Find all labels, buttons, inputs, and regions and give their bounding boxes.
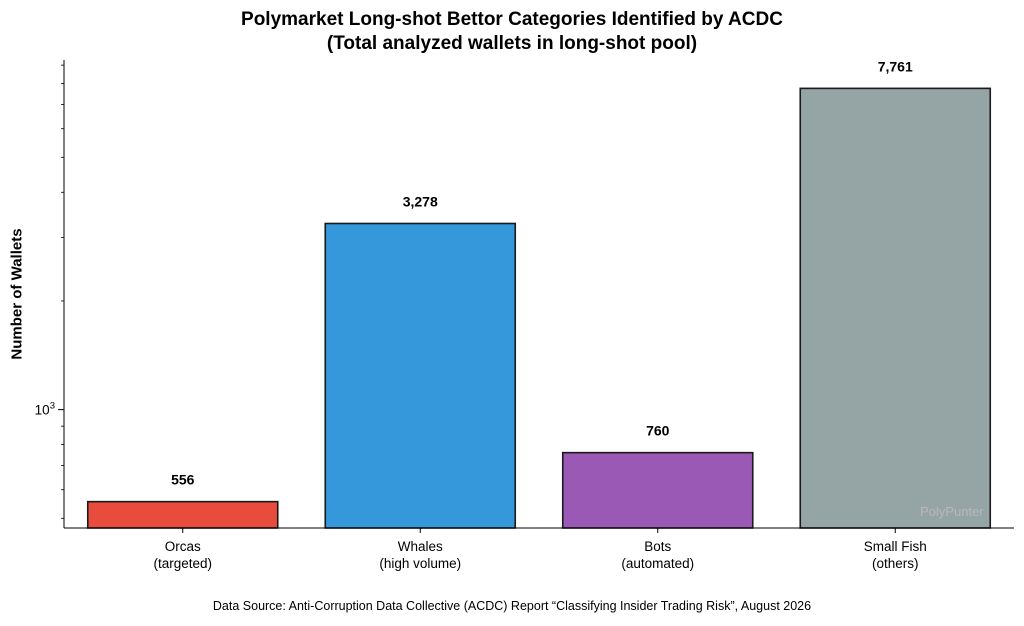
x-tick-sublabel-0: (targeted): [153, 556, 212, 571]
bar-2: [561, 451, 754, 529]
chart-subtitle: (Total analyzed wallets in long-shot poo…: [326, 33, 698, 54]
watermark: PolyPunter: [920, 504, 984, 519]
x-tick-sublabel-3: (others): [872, 556, 919, 571]
bar-1: [324, 222, 517, 529]
value-label-2: 760: [646, 423, 670, 439]
value-label-1: 3,278: [403, 193, 438, 209]
value-label-3: 7,761: [878, 58, 913, 74]
x-tick-label-2: Bots: [644, 539, 671, 554]
bar-3: [799, 87, 992, 529]
bar-0: [86, 500, 279, 529]
x-tick-label-3: Small Fish: [864, 539, 927, 554]
data-source-note: Data Source: Anti-Corruption Data Collec…: [212, 599, 812, 613]
x-tick-label-1: Whales: [398, 539, 443, 554]
value-label-0: 556: [171, 472, 195, 488]
x-tick-label-0: Orcas: [165, 539, 201, 554]
x-tick-sublabel-2: (automated): [621, 556, 694, 571]
chart-title: Polymarket Long-shot Bettor Categories I…: [241, 9, 783, 30]
x-tick-sublabel-1: (high volume): [379, 556, 461, 571]
y-tick-label: 103: [35, 401, 55, 418]
